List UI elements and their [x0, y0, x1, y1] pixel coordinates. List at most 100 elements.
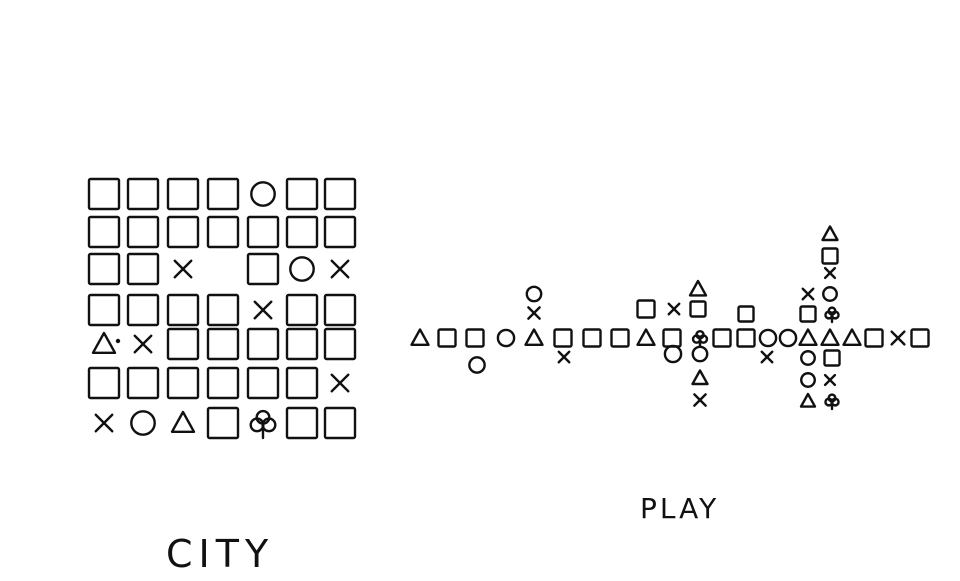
city-square-icon [323, 406, 357, 440]
play-circle-icon [663, 344, 683, 364]
city-dot-icon [115, 338, 121, 344]
play-caption: PLAY [640, 492, 720, 525]
city-square-icon [285, 177, 319, 211]
city-square-icon [126, 215, 160, 249]
play-x-icon [693, 393, 707, 407]
play-triangle-icon [798, 328, 818, 346]
city-square-icon [87, 215, 121, 249]
city-square-icon [126, 366, 160, 400]
city-square-icon [166, 327, 200, 361]
play-circle-icon [691, 345, 709, 363]
play-triangle-icon [688, 279, 708, 297]
city-circle-icon [289, 256, 315, 282]
play-x-icon [760, 350, 774, 364]
city-square-icon [87, 177, 121, 211]
play-x-icon [557, 350, 571, 364]
city-square-icon [246, 366, 280, 400]
play-triangle-icon [636, 328, 656, 346]
city-square-icon [323, 177, 357, 211]
play-square-icon [910, 328, 930, 348]
city-square-icon [206, 406, 240, 440]
play-triangle-icon [799, 392, 817, 408]
city-caption: CITY [166, 532, 275, 576]
city-x-icon [253, 300, 273, 320]
play-square-icon [823, 349, 841, 367]
city-square-icon [285, 406, 319, 440]
city-square-icon [246, 215, 280, 249]
city-square-icon [126, 177, 160, 211]
play-square-icon [636, 299, 656, 319]
play-square-icon [799, 305, 817, 323]
play-triangle-icon [821, 225, 839, 242]
play-square-icon [712, 328, 732, 348]
play-club-icon [824, 393, 840, 411]
city-square-icon [166, 177, 200, 211]
city-x-icon [330, 259, 350, 279]
play-x-icon [801, 287, 815, 301]
city-square-icon [87, 366, 121, 400]
city-square-icon [166, 366, 200, 400]
city-x-icon [133, 334, 153, 354]
city-square-icon [285, 366, 319, 400]
play-x-icon [667, 302, 681, 316]
city-circle-icon [130, 410, 156, 436]
play-square-icon [737, 305, 755, 323]
city-x-icon [330, 373, 350, 393]
play-square-icon [736, 328, 756, 348]
play-circle-icon [758, 328, 778, 348]
city-square-icon [166, 293, 200, 327]
play-circle-icon [800, 372, 816, 388]
play-circle-icon [496, 328, 516, 348]
play-x-icon [823, 266, 837, 280]
city-square-icon [206, 215, 240, 249]
play-x-icon [823, 373, 837, 387]
play-square-icon [864, 328, 884, 348]
play-square-icon [610, 328, 630, 348]
city-square-icon [246, 327, 280, 361]
play-circle-icon [468, 356, 486, 374]
city-square-icon [126, 252, 160, 286]
city-square-icon [323, 215, 357, 249]
play-circle-icon [800, 350, 816, 366]
city-square-icon [87, 293, 121, 327]
city-square-icon [323, 327, 357, 361]
city-square-icon [246, 252, 280, 286]
play-circle-icon [822, 286, 838, 302]
city-square-icon [206, 293, 240, 327]
city-club-icon [249, 409, 277, 440]
play-club-icon [824, 306, 840, 324]
city-square-icon [285, 327, 319, 361]
play-triangle-icon [524, 328, 544, 346]
play-x-icon [527, 306, 541, 320]
play-triangle-icon [820, 328, 840, 346]
city-square-icon [126, 293, 160, 327]
play-square-icon [553, 328, 573, 348]
city-x-icon [173, 259, 193, 279]
city-triangle-icon [91, 331, 117, 354]
play-square-icon [465, 328, 485, 348]
play-square-icon [689, 300, 707, 318]
play-circle-icon [778, 328, 798, 348]
city-square-icon [87, 252, 121, 286]
play-square-icon [662, 328, 682, 348]
play-square-icon [582, 328, 602, 348]
city-square-icon [206, 366, 240, 400]
city-square-icon [323, 293, 357, 327]
city-square-icon [166, 215, 200, 249]
play-triangle-icon [842, 328, 862, 346]
city-triangle-icon [170, 410, 196, 433]
city-x-icon [94, 413, 114, 433]
city-square-icon [206, 327, 240, 361]
play-triangle-icon [410, 328, 430, 346]
city-square-icon [206, 177, 240, 211]
play-club-icon [691, 330, 709, 348]
play-x-icon [890, 330, 906, 346]
city-square-icon [285, 215, 319, 249]
play-square-icon [437, 328, 457, 348]
play-circle-icon [525, 285, 543, 303]
city-square-icon [285, 293, 319, 327]
city-circle-icon [250, 181, 276, 207]
play-triangle-icon [691, 369, 709, 386]
play-square-icon [821, 247, 839, 265]
